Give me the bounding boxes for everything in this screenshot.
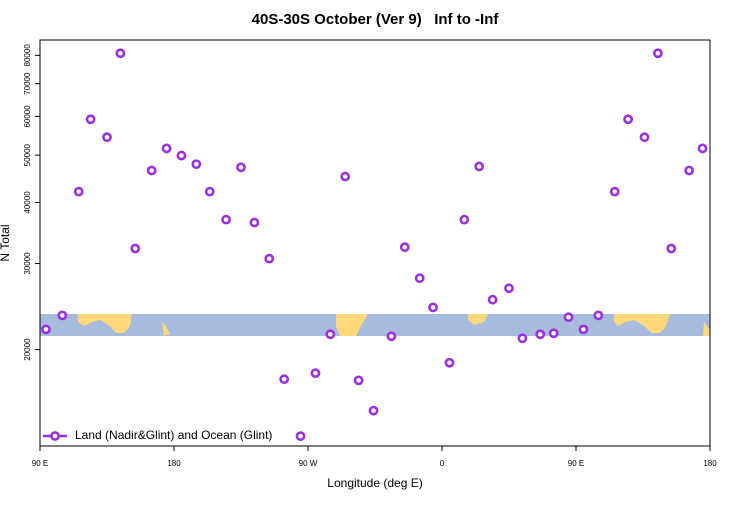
x-tick-label: 90 W [299,459,318,468]
point [623,114,634,125]
point [444,357,455,368]
point [593,310,604,321]
point [386,331,397,342]
chart-title: 40S-30S October (Ver 9) Inf to -Inf [252,11,500,28]
point [236,162,246,173]
y-tick-label: 40000 [23,191,32,214]
point [221,214,232,225]
y-tick-label: 30000 [23,252,32,275]
point [340,171,351,182]
point [535,329,546,340]
point [459,214,470,225]
land [703,322,710,336]
x-axis-label: Longitude (deg E) [327,476,422,490]
land [162,322,170,336]
legend-marker [50,431,60,441]
point [130,243,141,254]
point [639,132,650,143]
y-axis-label: N Total [0,224,12,261]
x-tick-label: 180 [167,459,181,468]
point [684,165,695,176]
point [428,302,438,313]
land [468,314,488,325]
land [78,314,132,333]
point [102,132,112,143]
point [57,310,68,321]
y-tick-label: 20000 [23,338,32,361]
point [204,186,215,197]
x-tick-label: 0 [440,459,445,468]
x-tick-label: 90 E [568,459,584,468]
map-band [40,314,710,336]
point [487,294,498,305]
point [578,324,589,335]
point [697,143,708,154]
point [399,242,410,253]
x-tick-label: 180 [703,459,717,468]
point [504,283,514,294]
point [115,48,126,59]
point [73,186,84,197]
point [548,328,559,339]
point [414,273,425,284]
point [146,165,157,176]
point [85,114,96,125]
point [666,243,677,254]
land [336,314,368,336]
point [249,217,260,228]
point [41,324,51,335]
point [652,48,663,59]
ocean-band [40,314,710,336]
plot-frame [39,39,711,447]
y-tick-label: 70000 [23,72,32,95]
y-tick-label: 50000 [23,143,32,166]
legend-label: Land (Nadir&Glint) and Ocean (Glint) [75,428,272,442]
y-tick-label: 60000 [23,105,32,128]
point [310,368,321,379]
land [614,314,670,333]
point [368,405,379,416]
point [279,374,290,385]
point [353,375,364,386]
point [563,312,574,323]
point [161,143,172,154]
point [191,159,202,170]
x-tick-label: 90 E [32,459,48,468]
point [609,186,620,197]
point [295,431,306,442]
point [474,161,485,172]
point [176,150,187,161]
point [517,333,528,344]
point [325,329,336,340]
point [264,253,275,264]
y-tick-label: 80000 [23,44,32,67]
